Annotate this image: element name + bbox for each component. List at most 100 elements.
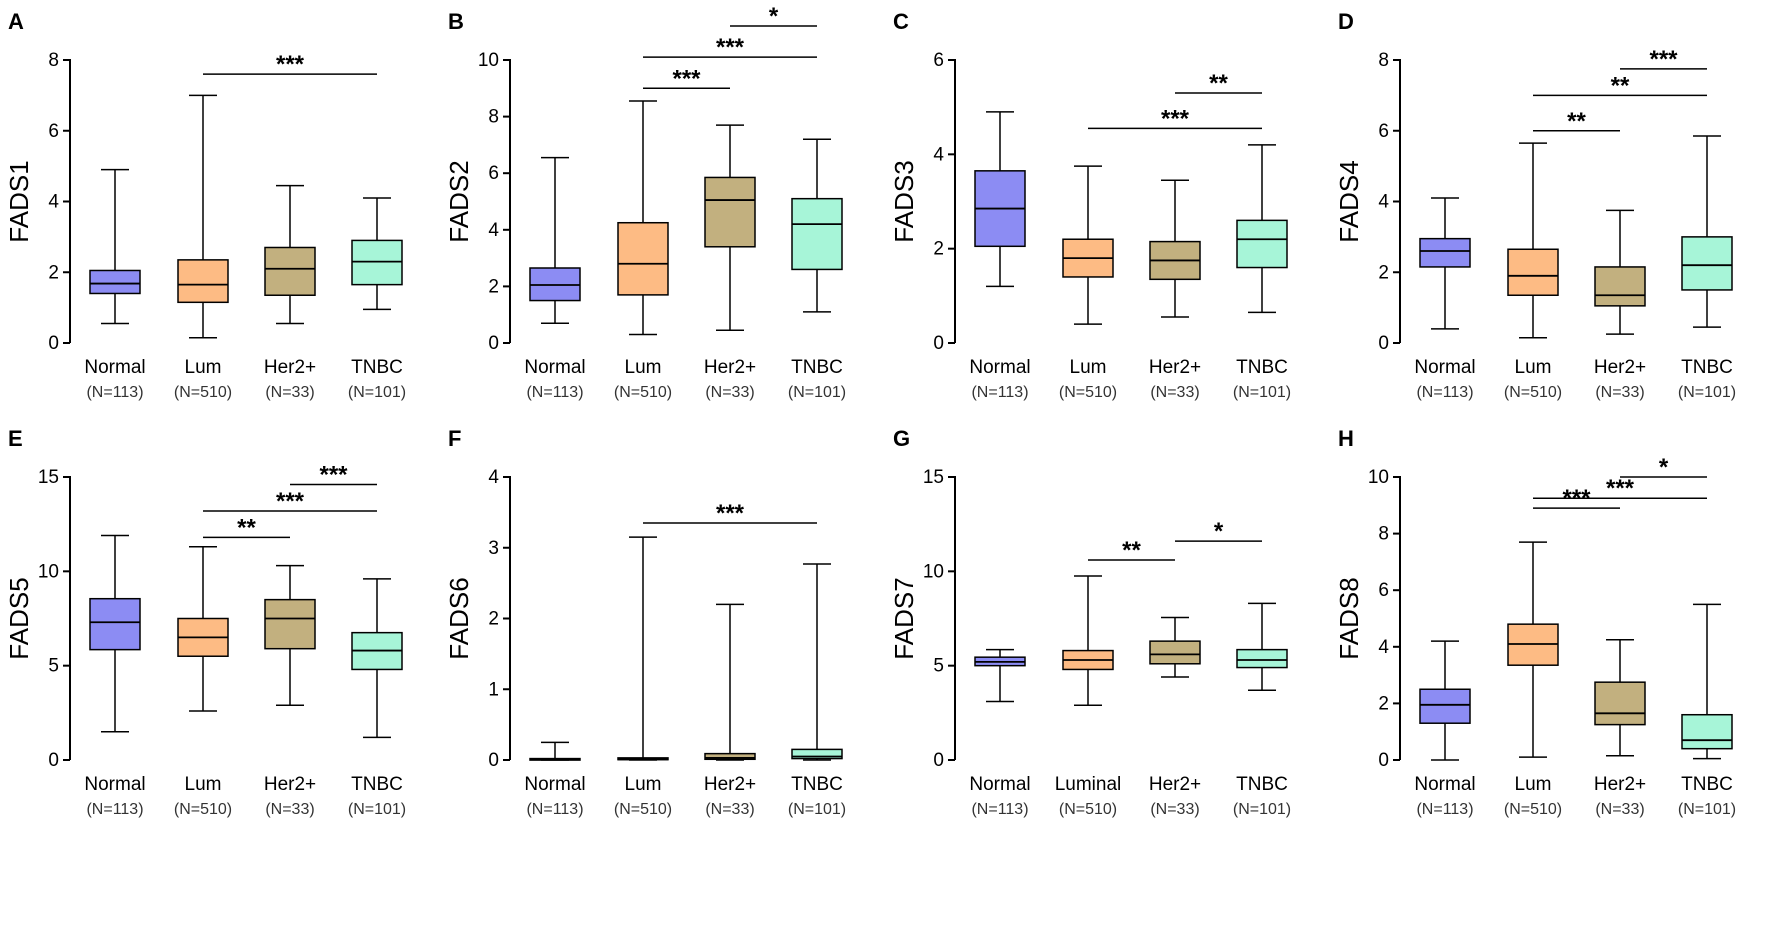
x-category-label: Lum — [1070, 357, 1107, 378]
significance-bracket: *** — [203, 51, 377, 78]
box-tnbc — [1236, 602, 1288, 691]
y-axis-label: FADS7 — [889, 577, 919, 659]
box-iqr — [89, 597, 141, 651]
x-category-label: Her2+ — [1149, 357, 1201, 378]
panel-letter: B — [448, 9, 464, 34]
box-iqr — [704, 752, 756, 761]
x-category-label: Her2+ — [1594, 357, 1646, 378]
significance-bracket: *** — [643, 65, 730, 92]
significance-stars: *** — [319, 462, 348, 489]
y-tick-label: 0 — [1378, 750, 1389, 771]
y-tick-label: 10 — [38, 561, 59, 582]
significance-bracket: *** — [1088, 105, 1262, 132]
box-iqr — [1594, 681, 1646, 726]
significance-stars: ** — [1611, 72, 1630, 99]
y-tick-label: 4 — [488, 220, 499, 241]
x-category-label: Her2+ — [264, 774, 316, 795]
panel-e: E FADS5 0 5 10 15 Normal (N=113) Lum (N=510) Her2+… — [4, 426, 406, 818]
box-iqr — [1236, 648, 1288, 669]
y-tick-label: 6 — [1378, 121, 1389, 142]
y-tick-label: 15 — [38, 467, 59, 488]
x-category-label: TNBC — [1681, 774, 1733, 795]
y-tick-label: 10 — [923, 561, 944, 582]
box-normal — [1419, 197, 1471, 330]
box-tnbc — [1236, 144, 1288, 314]
box-iqr — [1681, 713, 1733, 750]
box-her2plus — [704, 603, 756, 761]
y-tick-label: 6 — [1378, 580, 1389, 601]
box-iqr — [704, 176, 756, 248]
box-tnbc — [351, 197, 403, 311]
x-n-label: (N=33) — [1595, 384, 1644, 401]
box-her2plus — [1149, 616, 1201, 678]
box-iqr — [264, 246, 316, 296]
panel-letter: F — [448, 426, 461, 451]
box-iqr — [791, 748, 843, 760]
x-n-label: (N=33) — [265, 384, 314, 401]
significance-bracket: ** — [203, 514, 290, 541]
x-n-label: (N=113) — [1416, 384, 1473, 401]
y-tick-label: 10 — [478, 50, 499, 71]
panel-d: D FADS4 0 2 4 6 8 Normal (N=113) Lum (N=510) Her2+ (… — [1334, 9, 1736, 401]
significance-stars: ** — [237, 514, 256, 541]
significance-bracket: *** — [1620, 46, 1707, 73]
y-tick-label: 0 — [933, 333, 944, 354]
box-lum — [1062, 165, 1114, 325]
y-tick-label: 4 — [1378, 637, 1389, 658]
significance-stars: * — [769, 3, 779, 30]
significance-stars: *** — [672, 65, 701, 92]
x-n-label: (N=33) — [265, 801, 314, 818]
significance-bracket: ** — [1088, 537, 1175, 564]
y-tick-label: 6 — [933, 50, 944, 71]
x-category-label: Normal — [1414, 774, 1475, 795]
y-tick-label: 2 — [488, 609, 499, 630]
significance-bracket: *** — [643, 34, 817, 61]
y-tick-label: 6 — [488, 163, 499, 184]
x-category-label: Normal — [524, 774, 585, 795]
x-n-label: (N=113) — [971, 801, 1028, 818]
x-category-label: TNBC — [1236, 357, 1288, 378]
box-normal — [974, 111, 1026, 288]
box-tnbc — [791, 563, 843, 761]
x-n-label: (N=113) — [86, 384, 143, 401]
x-category-label: Lum — [625, 357, 662, 378]
y-tick-label: 4 — [1378, 192, 1389, 213]
y-tick-label: 10 — [1368, 467, 1389, 488]
x-n-label: (N=101) — [1233, 384, 1291, 401]
y-tick-label: 2 — [933, 239, 944, 260]
x-category-label: Lum — [185, 357, 222, 378]
x-n-label: (N=113) — [526, 384, 583, 401]
x-category-label: Normal — [84, 774, 145, 795]
x-n-label: (N=33) — [1150, 801, 1199, 818]
significance-bracket: *** — [643, 500, 817, 527]
box-iqr — [1681, 236, 1733, 291]
box-iqr — [1594, 266, 1646, 307]
x-n-label: (N=101) — [348, 801, 406, 818]
x-n-label: (N=33) — [705, 801, 754, 818]
x-category-label: Normal — [969, 774, 1030, 795]
y-axis-label: FADS8 — [1334, 577, 1364, 659]
box-normal — [89, 168, 141, 325]
x-category-label: TNBC — [1681, 357, 1733, 378]
x-n-label: (N=510) — [1059, 384, 1117, 401]
y-tick-label: 5 — [48, 656, 59, 677]
significance-bracket: ** — [1533, 108, 1620, 135]
x-n-label: (N=510) — [174, 801, 232, 818]
y-tick-label: 0 — [488, 333, 499, 354]
x-category-label: Luminal — [1055, 774, 1122, 795]
x-n-label: (N=510) — [174, 384, 232, 401]
box-tnbc — [1681, 135, 1733, 328]
box-tnbc — [791, 138, 843, 313]
box-lum — [177, 546, 229, 712]
panel-letter: C — [893, 9, 909, 34]
significance-stars: *** — [1161, 105, 1190, 132]
significance-bracket: *** — [1533, 475, 1707, 502]
x-category-label: Her2+ — [264, 357, 316, 378]
significance-stars: *** — [1649, 46, 1678, 73]
x-category-label: TNBC — [351, 357, 403, 378]
significance-stars: ** — [1122, 537, 1141, 564]
box-lum — [1507, 142, 1559, 339]
x-category-label: Normal — [969, 357, 1030, 378]
box-lum — [1062, 575, 1114, 707]
